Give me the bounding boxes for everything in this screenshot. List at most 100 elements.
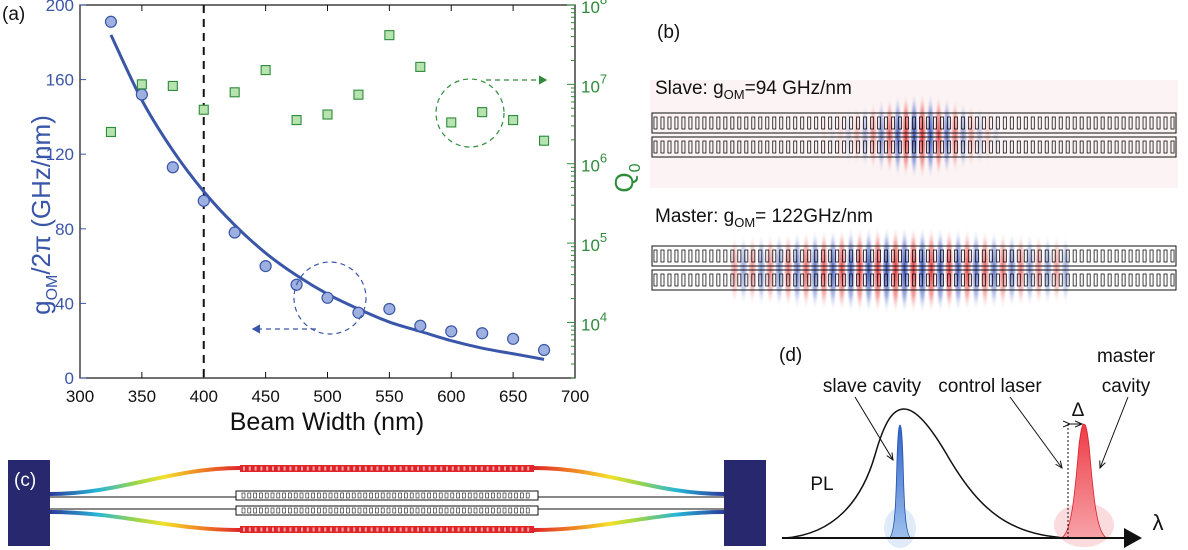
data-point-q0	[353, 89, 364, 100]
beam-hole	[995, 116, 1000, 130]
hole	[317, 492, 321, 499]
beam-hole	[1170, 116, 1175, 130]
tooth	[248, 466, 251, 471]
tooth	[475, 527, 477, 532]
beam-hole	[1114, 273, 1119, 287]
beam-hole	[870, 273, 875, 287]
beam-hole	[912, 273, 916, 287]
beam-hole	[779, 140, 784, 154]
beam-hole	[681, 140, 686, 154]
tooth	[335, 466, 338, 471]
beam-hole	[842, 273, 847, 287]
tooth	[295, 527, 298, 532]
beam-hole	[891, 249, 895, 263]
beam-hole	[1079, 116, 1084, 130]
beam-hole	[653, 273, 658, 287]
beam-hole	[1170, 273, 1175, 287]
y-right-ticks: 104 105 106 107 108	[567, 0, 607, 379]
beam-hole	[1170, 249, 1175, 263]
hole	[421, 492, 426, 499]
hole	[282, 507, 286, 514]
beam-hole	[960, 249, 965, 263]
annotation-circle-left	[293, 261, 367, 335]
beam-hole	[786, 273, 791, 287]
hole	[369, 492, 373, 499]
data-point-g-om	[507, 332, 520, 345]
beam-hole	[695, 116, 700, 130]
tooth	[521, 466, 524, 471]
beam-hole	[1023, 249, 1028, 263]
beam-hole	[1100, 273, 1105, 287]
beam-hole	[828, 116, 833, 130]
beam-hole	[1156, 273, 1161, 287]
master-cavity-label-line1: master	[1097, 346, 1156, 367]
data-point-q0	[105, 126, 116, 138]
beam-hole	[863, 140, 868, 154]
data-point-g-om	[414, 319, 427, 332]
beam-hole	[953, 249, 958, 263]
tooth	[347, 466, 350, 471]
beam-hole	[842, 249, 847, 263]
hole	[473, 492, 478, 499]
beam-hole	[898, 249, 902, 263]
tooth	[451, 466, 454, 471]
tooth	[440, 466, 443, 471]
beam-hole	[884, 273, 888, 287]
hole	[241, 492, 246, 499]
beam-hole	[1093, 273, 1098, 287]
beam-hole	[744, 140, 749, 154]
hole	[247, 492, 252, 499]
field-lobe-negative	[975, 103, 985, 169]
tooth	[492, 527, 495, 532]
tooth	[509, 527, 512, 532]
panel-d-label: (d)	[779, 345, 802, 366]
hole	[259, 492, 263, 499]
beam-hole	[1093, 249, 1098, 263]
tooth	[370, 466, 373, 471]
beam-hole	[1058, 273, 1063, 287]
beam-hole	[730, 116, 735, 130]
hole	[380, 507, 385, 514]
tooth	[295, 466, 298, 471]
beam-hole	[716, 273, 721, 287]
beam-hole	[995, 273, 1000, 287]
beam-hole	[814, 116, 819, 130]
upper-left-arm	[49, 466, 241, 496]
beam-hole	[870, 249, 875, 263]
tooth	[335, 527, 338, 532]
beam-hole	[737, 140, 742, 154]
beam-hole	[1016, 140, 1021, 154]
hole	[311, 507, 315, 514]
tooth	[486, 527, 489, 532]
tooth	[498, 466, 501, 471]
y-right-tick-label: 107	[581, 71, 607, 96]
beam-hole	[1072, 273, 1077, 287]
hole	[456, 507, 460, 514]
hole	[305, 492, 310, 499]
beam-hole	[933, 273, 937, 287]
beam-hole	[898, 273, 902, 287]
beam-hole	[1135, 140, 1140, 154]
beam-hole	[912, 249, 916, 263]
tooth	[341, 527, 344, 532]
tooth	[457, 466, 460, 471]
hole	[253, 492, 257, 499]
tooth	[527, 527, 530, 532]
hole	[346, 492, 350, 499]
beam-hole	[1065, 140, 1070, 154]
tooth	[283, 466, 286, 471]
hole	[508, 507, 513, 514]
beam-hole	[856, 140, 861, 154]
hole	[520, 507, 524, 514]
tooth	[399, 466, 402, 471]
hole	[357, 492, 362, 499]
beam-hole	[988, 140, 993, 154]
beam-hole	[1128, 273, 1133, 287]
hole	[322, 492, 327, 499]
hole	[398, 492, 402, 499]
y-left-tick-label: 80	[55, 220, 74, 239]
beam-hole	[821, 140, 826, 154]
beam-hole	[1044, 140, 1049, 154]
pl-label: PL	[810, 474, 833, 495]
field-lobe-negative	[925, 91, 935, 181]
